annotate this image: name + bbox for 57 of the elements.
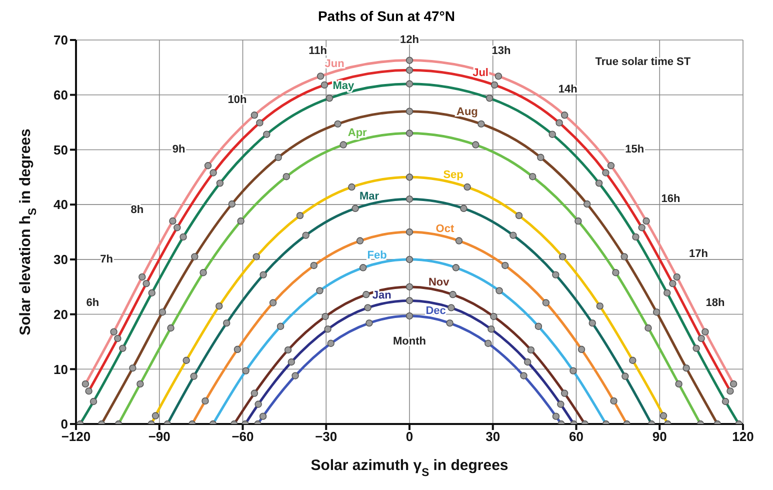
point bbox=[129, 364, 136, 372]
annotation: 12h bbox=[400, 34, 420, 46]
annotation: 8h bbox=[130, 204, 144, 216]
point bbox=[228, 200, 236, 208]
series-label: Apr bbox=[348, 126, 368, 139]
annotation: 11h bbox=[308, 44, 328, 57]
series-label: Feb bbox=[367, 250, 388, 262]
series-label: May bbox=[332, 80, 356, 92]
y-tick-label: 20 bbox=[54, 306, 68, 322]
x-tick-label: −120 bbox=[61, 429, 91, 444]
x-tick-label: 0 bbox=[406, 429, 414, 444]
annotation: 14h bbox=[558, 83, 578, 96]
annotation: 10h bbox=[228, 94, 247, 106]
point bbox=[478, 120, 485, 128]
point bbox=[334, 120, 342, 128]
x-tick-label: 120 bbox=[732, 429, 754, 444]
series-label: Jan bbox=[372, 290, 392, 302]
y-tick-label: 10 bbox=[54, 362, 68, 377]
x-tick-label: −30 bbox=[315, 429, 338, 444]
series-label: Aug bbox=[456, 106, 478, 118]
series-label: Sep bbox=[443, 169, 464, 182]
chart-title: Paths of Sun at 47°N bbox=[316, 8, 456, 26]
x-axis-title: Solar azimuth γ$_{S}$ in degrees bbox=[310, 457, 508, 479]
y-tick-label: 30 bbox=[54, 252, 68, 268]
annotation: 18h bbox=[706, 297, 725, 310]
x-tick-label: 90 bbox=[652, 429, 667, 444]
annotation: 15h bbox=[625, 144, 644, 156]
annotation: Month bbox=[393, 336, 426, 348]
annotation: 13h bbox=[492, 44, 511, 57]
annotation: True solar time ST bbox=[595, 56, 691, 68]
point bbox=[191, 253, 198, 260]
point bbox=[158, 308, 166, 316]
series-label: Jul bbox=[472, 66, 488, 79]
point bbox=[537, 154, 544, 161]
y-tick-label: 40 bbox=[54, 197, 68, 212]
point bbox=[620, 253, 628, 260]
point bbox=[682, 364, 690, 372]
point bbox=[583, 200, 591, 208]
x-tick-label: 30 bbox=[486, 429, 500, 444]
y-tick-label: 70 bbox=[54, 32, 68, 48]
x-tick-label: 60 bbox=[569, 429, 584, 444]
point bbox=[652, 308, 660, 316]
series-label: Nov bbox=[428, 276, 450, 289]
x-tick-label: −90 bbox=[148, 429, 170, 444]
annotation: 7h bbox=[100, 253, 114, 266]
point bbox=[274, 154, 282, 161]
point bbox=[406, 108, 414, 115]
y-tick-label: 50 bbox=[54, 142, 68, 158]
x-tick-label: −60 bbox=[232, 429, 254, 444]
annotation: 9h bbox=[172, 144, 186, 156]
series-label: Mar bbox=[360, 190, 380, 202]
annotation: 16h bbox=[661, 192, 680, 205]
annotation: 17h bbox=[689, 248, 708, 260]
series-label: Oct bbox=[436, 222, 454, 235]
y-tick-label: 60 bbox=[54, 87, 68, 102]
y-tick-label: 0 bbox=[60, 416, 68, 432]
annotation: 6h bbox=[86, 297, 100, 310]
